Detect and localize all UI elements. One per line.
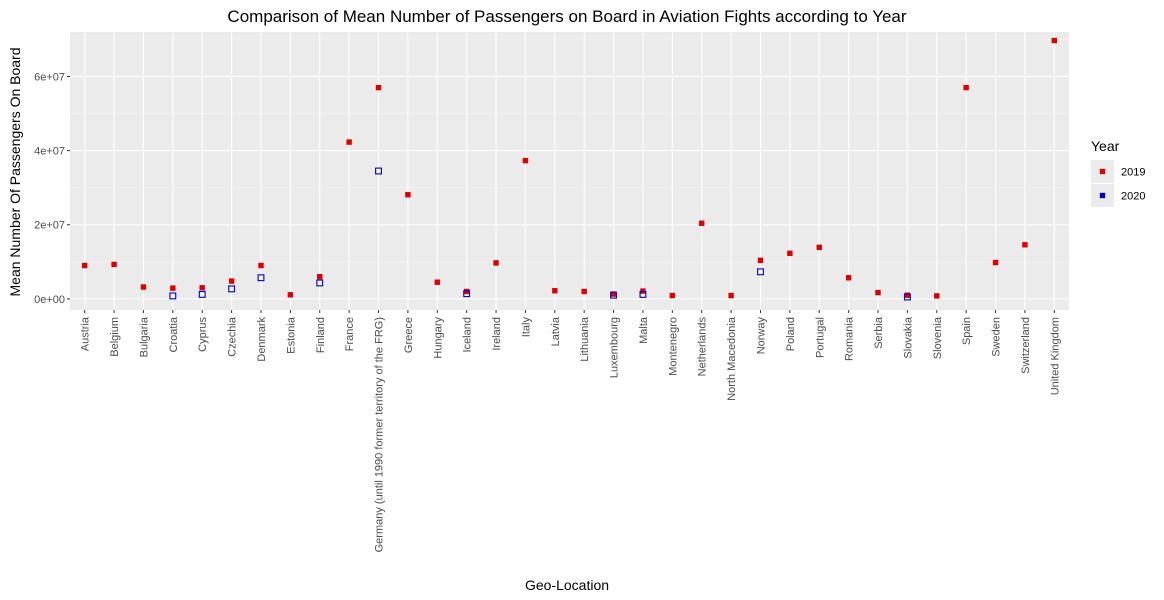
x-tick-label: Germany (until 1990 former territory of … [374, 317, 386, 552]
point-2019 [904, 292, 911, 298]
x-tick-label: Slovakia [902, 316, 914, 358]
x-tick-label: Norway [755, 317, 767, 355]
point-2019 [552, 288, 558, 294]
x-tick-label: Portugal [814, 317, 826, 358]
point-2019 [346, 139, 352, 145]
point-2019 [434, 279, 440, 285]
point-2019 [610, 291, 617, 297]
point-2020 [610, 291, 618, 299]
y-axis-title: Mean Number Of Passengers On Board [7, 47, 23, 296]
x-tick-label: United Kingdom [1049, 317, 1061, 395]
x-tick-label: France [344, 317, 356, 351]
x-tick-label: Cyprus [197, 317, 209, 352]
x-tick-label: Slovenia [932, 316, 944, 359]
point-2019 [463, 288, 470, 295]
point-2019 [493, 260, 499, 266]
point-2019 [287, 292, 294, 298]
point-2019 [963, 84, 969, 91]
x-tick-label: Czechia [227, 316, 239, 357]
y-tick-label: 2e+07 [34, 220, 65, 232]
point-2020 [375, 167, 382, 175]
legend: Year 2019 2020 [1091, 138, 1145, 207]
point-2019 [522, 157, 529, 164]
minor-gridlines [70, 39, 1069, 263]
point-2020 [228, 285, 236, 293]
point-2019 [228, 278, 235, 284]
point-2020 [757, 268, 764, 276]
x-tick-label: Estonia [285, 316, 297, 354]
point-2019 [111, 261, 117, 268]
point-2020 [316, 279, 324, 287]
x-tick-label: Ireland [491, 317, 503, 351]
x-tick-label: Belgium [109, 317, 121, 357]
x-tick-label: Montenegro [667, 317, 679, 376]
point-2019 [757, 257, 764, 264]
point-2019 [669, 292, 676, 299]
point-2019 [699, 220, 705, 226]
point-2019 [199, 285, 205, 291]
point-2020 [198, 290, 206, 298]
point-2019 [816, 244, 822, 251]
x-tick-label: Italy [520, 317, 532, 338]
x-tick-label: Finland [315, 317, 327, 353]
x-tick-label: Netherlands [697, 317, 709, 377]
x-tick-label: Romania [844, 316, 856, 361]
x-tick-label: Greece [403, 317, 415, 353]
legend-label: 2019 [1121, 167, 1145, 179]
point-2020 [257, 274, 265, 282]
point-2019 [1051, 37, 1058, 44]
point-2019 [845, 275, 852, 281]
plot-panel [70, 32, 1069, 310]
point-2019 [581, 288, 587, 295]
x-tick-label: North Macedonia [726, 316, 738, 401]
data-points [81, 37, 1058, 301]
legend-label: 2020 [1121, 191, 1145, 203]
legend-key-2020 [1099, 192, 1106, 199]
point-2019 [728, 292, 734, 299]
point-2019 [170, 285, 176, 291]
y-tick-label: 4e+07 [34, 146, 65, 158]
chart-title: Comparison of Mean Number of Passengers … [227, 7, 906, 26]
x-tick-label: Luxembourg [609, 317, 621, 378]
x-tick-label: Poland [785, 317, 797, 351]
point-2019 [405, 192, 411, 198]
point-2019 [81, 262, 88, 269]
x-axis: Austria Belgium Bulgaria Croatia Cyprus Czech… [80, 310, 1061, 552]
legend-key-2019 [1099, 168, 1106, 175]
point-2020 [903, 293, 911, 301]
y-tick-label: 6e+07 [34, 71, 65, 83]
x-tick-label: Hungary [432, 317, 444, 359]
point-2019 [375, 84, 382, 91]
point-2020 [169, 292, 177, 300]
x-tick-label: Lithuania [579, 316, 591, 362]
x-tick-label: Switzerland [1020, 317, 1032, 374]
point-2019 [258, 262, 264, 269]
x-tick-label: Latvia [550, 316, 562, 346]
point-2020 [463, 290, 471, 298]
point-2019 [934, 293, 940, 299]
point-2019 [992, 259, 999, 266]
x-tick-label: Bulgaria [138, 316, 150, 357]
point-2020 [639, 290, 647, 298]
point-2019 [1022, 242, 1028, 248]
x-tick-label: Iceland [462, 317, 474, 352]
x-tick-label: Spain [961, 317, 973, 345]
point-2019 [140, 284, 147, 290]
x-tick-label: Croatia [168, 316, 180, 352]
point-2019 [787, 250, 793, 256]
x-tick-label: Sweden [991, 317, 1003, 357]
x-tick-label: Denmark [256, 317, 268, 362]
legend-title: Year [1091, 138, 1120, 154]
y-tick-label: 0e+00 [34, 294, 65, 306]
x-axis-title: Geo-Location [525, 577, 609, 593]
point-2019 [317, 273, 323, 280]
x-tick-label: Malta [638, 316, 650, 344]
point-2019 [875, 289, 881, 296]
y-axis: 0e+00 2e+07 4e+07 6e+07 [34, 71, 70, 306]
x-tick-label: Serbia [873, 316, 885, 349]
x-tick-label: Austria [80, 316, 92, 351]
